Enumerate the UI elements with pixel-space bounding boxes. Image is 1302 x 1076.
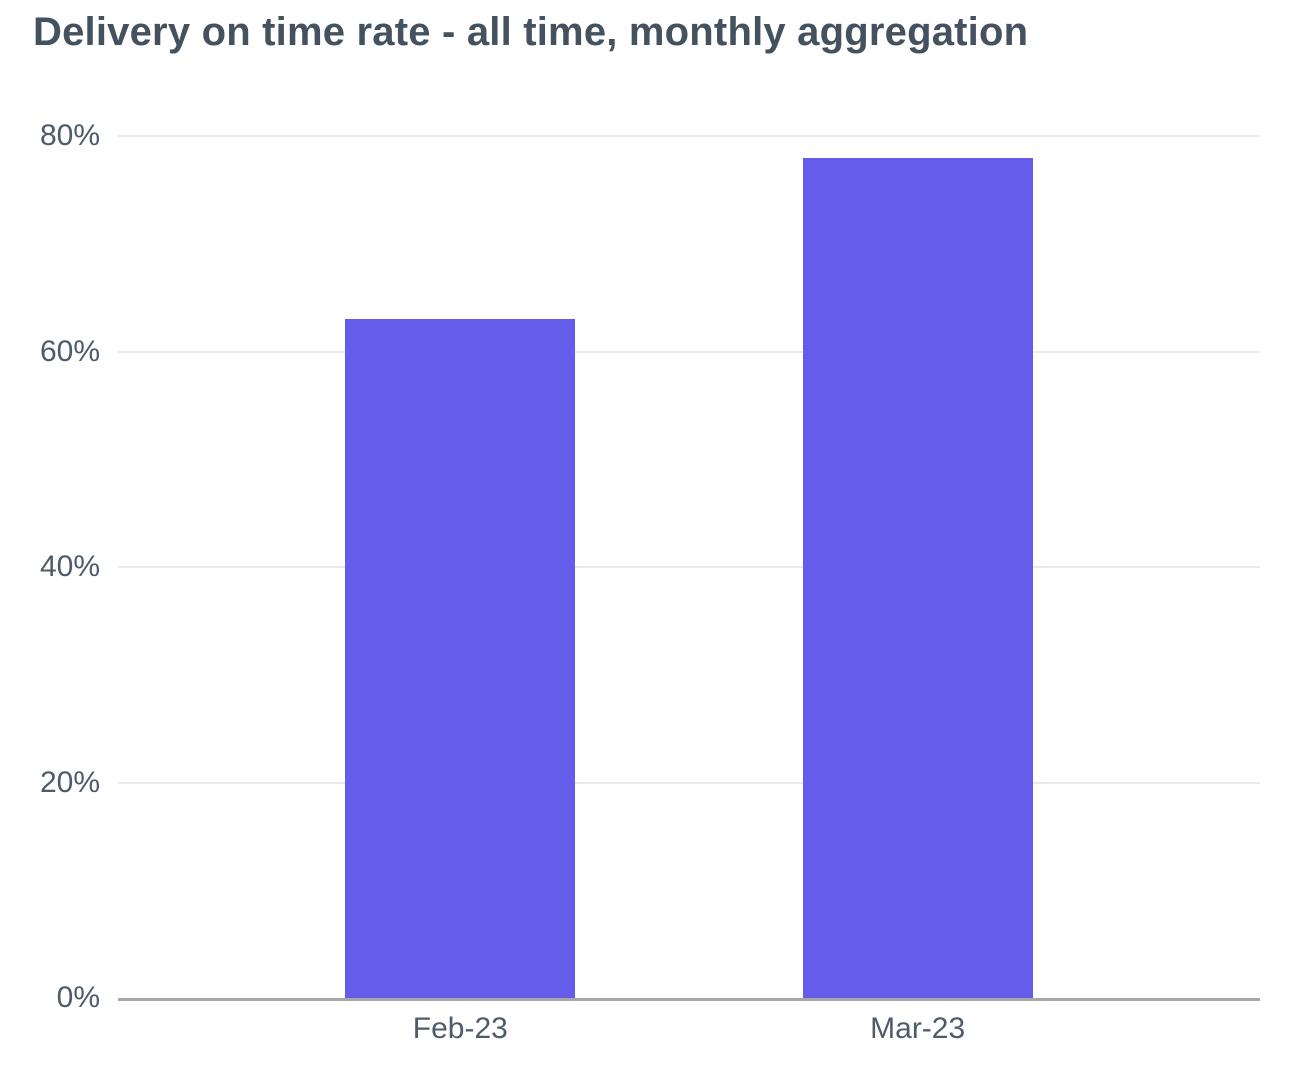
- y-tick-label-60: 60%: [39, 334, 100, 368]
- bar-mar-23[interactable]: [802, 157, 1033, 998]
- x-tick-label-mar-23: Mar-23: [870, 1012, 966, 1045]
- plot-area: [118, 135, 1260, 1001]
- gridline-20: [118, 781, 1260, 784]
- y-tick-label-40: 40%: [39, 550, 100, 583]
- gridline-80: [118, 135, 1260, 137]
- y-axis: 0% 20% 40% 60% 80%: [0, 119, 100, 1014]
- x-tick-label-feb-23: Feb-23: [412, 1012, 508, 1045]
- chart-title: Delivery on time rate - all time, monthl…: [33, 10, 1029, 54]
- y-tick-label-0: 0%: [56, 981, 100, 1014]
- gridline-40: [118, 566, 1260, 568]
- bar-feb-23[interactable]: [345, 319, 576, 998]
- x-axis: Feb-23 Mar-23: [118, 1012, 1260, 1046]
- y-tick-label-80: 80%: [39, 119, 100, 152]
- gridline-60: [118, 350, 1260, 353]
- y-tick-label-20: 20%: [39, 765, 100, 799]
